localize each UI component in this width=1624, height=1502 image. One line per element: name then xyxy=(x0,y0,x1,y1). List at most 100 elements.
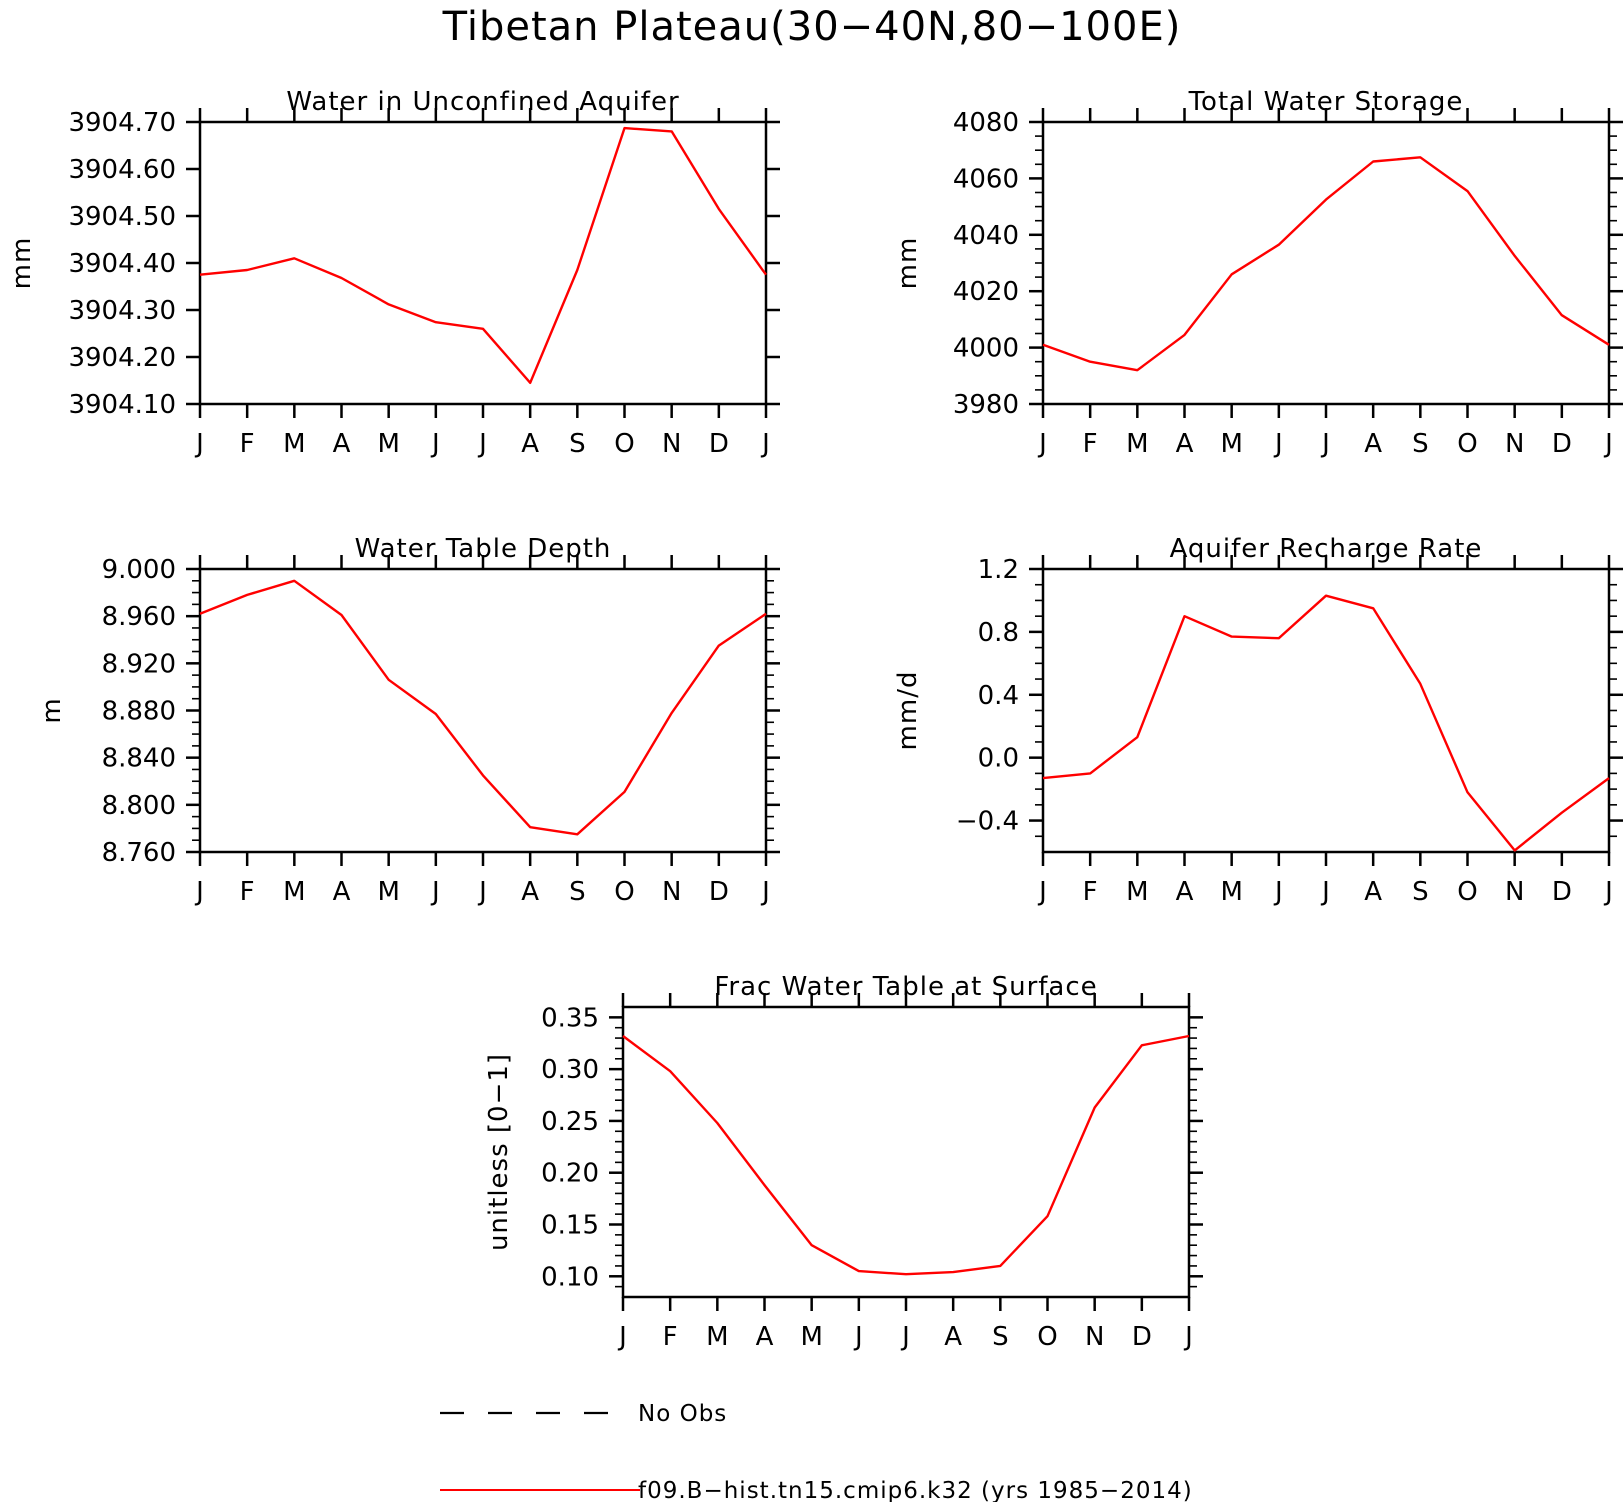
y-axis-label: m xyxy=(37,697,67,723)
y-tick-label: 0.0 xyxy=(978,744,1019,774)
series-line xyxy=(199,126,767,384)
y-tick-label: 0.35 xyxy=(541,1003,599,1033)
y-tick-label: 3904.60 xyxy=(68,155,176,185)
y-axis-label: mm/d xyxy=(893,671,923,751)
x-tick-label: J xyxy=(1273,877,1283,907)
x-tick-label: A xyxy=(521,429,539,459)
x-tick-label: M xyxy=(377,429,399,459)
y-tick-label: 3904.30 xyxy=(68,296,176,326)
y-tick-label: 8.800 xyxy=(102,791,176,821)
x-tick-label: O xyxy=(1457,429,1477,459)
x-tick-label: M xyxy=(1126,429,1148,459)
x-tick-label: J xyxy=(1320,429,1330,459)
x-tick-label: A xyxy=(333,429,351,459)
x-tick-label: J xyxy=(760,429,770,459)
series-line xyxy=(1042,594,1610,852)
y-tick-label: 0.8 xyxy=(978,618,1019,648)
x-tick-label: F xyxy=(1083,877,1098,907)
x-tick-label: N xyxy=(1505,429,1524,459)
x-tick-label: J xyxy=(760,877,770,907)
x-tick-label: F xyxy=(663,1322,678,1352)
y-tick-label: 8.960 xyxy=(102,602,176,632)
y-tick-label: 4040 xyxy=(953,221,1019,251)
y-axis-label: unitless [0−1] xyxy=(484,1053,514,1251)
x-tick-label: D xyxy=(709,429,729,459)
x-tick-label: A xyxy=(333,877,351,907)
y-tick-label: 0.25 xyxy=(541,1107,599,1137)
x-tick-label: J xyxy=(1273,429,1283,459)
y-tick-label: 0.10 xyxy=(541,1262,599,1292)
x-tick-label: A xyxy=(521,877,539,907)
y-tick-label: 8.880 xyxy=(102,697,176,727)
y-tick-label: 3904.50 xyxy=(68,202,176,232)
x-tick-label: N xyxy=(1085,1322,1104,1352)
figure-title: Tibetan Plateau(30−40N,80−100E) xyxy=(442,4,1182,50)
y-tick-label: 4000 xyxy=(953,334,1019,364)
series-line xyxy=(199,579,767,836)
x-tick-label: F xyxy=(1083,429,1098,459)
plot-frame xyxy=(1041,567,1611,854)
x-tick-label: S xyxy=(569,429,586,459)
y-tick-label: 0.20 xyxy=(541,1159,599,1189)
x-tick-label: O xyxy=(1037,1322,1057,1352)
y-tick-label: 9.000 xyxy=(102,555,176,585)
x-tick-label: J xyxy=(1037,877,1047,907)
x-tick-label: D xyxy=(1132,1322,1152,1352)
x-tick-label: D xyxy=(1552,877,1572,907)
x-tick-label: J xyxy=(194,877,204,907)
x-tick-label: J xyxy=(477,877,487,907)
x-tick-label: M xyxy=(1220,429,1242,459)
y-tick-label: 3904.40 xyxy=(68,249,176,279)
y-tick-label: 1.2 xyxy=(978,555,1019,585)
y-tick-label: 3904.10 xyxy=(68,390,176,420)
x-tick-label: S xyxy=(992,1322,1009,1352)
x-tick-label: N xyxy=(662,877,681,907)
x-tick-label: J xyxy=(430,877,440,907)
x-tick-label: S xyxy=(569,877,586,907)
y-axis-label: mm xyxy=(7,237,37,290)
x-tick-label: F xyxy=(240,877,255,907)
y-tick-label: 8.920 xyxy=(102,649,176,679)
x-tick-label: O xyxy=(1457,877,1477,907)
y-tick-label: 3904.20 xyxy=(68,343,176,373)
x-tick-label: S xyxy=(1412,877,1429,907)
x-tick-label: M xyxy=(283,429,305,459)
x-tick-label: N xyxy=(1505,877,1524,907)
x-tick-label: A xyxy=(1176,429,1194,459)
x-tick-label: J xyxy=(1603,877,1613,907)
x-tick-label: J xyxy=(900,1322,910,1352)
x-tick-label: M xyxy=(377,877,399,907)
x-tick-label: J xyxy=(430,429,440,459)
x-tick-label: J xyxy=(477,429,487,459)
plot-frame xyxy=(198,120,768,406)
x-tick-label: D xyxy=(709,877,729,907)
x-tick-label: J xyxy=(1603,429,1613,459)
x-tick-label: M xyxy=(1220,877,1242,907)
x-tick-label: F xyxy=(240,429,255,459)
x-tick-label: J xyxy=(853,1322,863,1352)
x-tick-label: M xyxy=(800,1322,822,1352)
x-tick-label: A xyxy=(1364,429,1382,459)
y-tick-label: 4020 xyxy=(953,277,1019,307)
series-line xyxy=(622,1034,1190,1276)
x-tick-label: J xyxy=(194,429,204,459)
x-tick-label: A xyxy=(1364,877,1382,907)
y-tick-label: 3980 xyxy=(953,390,1019,420)
y-tick-label: 8.840 xyxy=(102,744,176,774)
x-tick-label: A xyxy=(944,1322,962,1352)
y-tick-label: −0.4 xyxy=(956,807,1019,837)
y-tick-label: 8.760 xyxy=(102,838,176,868)
x-tick-label: O xyxy=(614,877,634,907)
x-tick-label: S xyxy=(1412,429,1429,459)
x-tick-label: J xyxy=(1183,1322,1193,1352)
y-tick-label: 4080 xyxy=(953,108,1019,138)
plot-frame xyxy=(198,567,768,854)
x-tick-label: D xyxy=(1552,429,1572,459)
x-tick-label: J xyxy=(1037,429,1047,459)
